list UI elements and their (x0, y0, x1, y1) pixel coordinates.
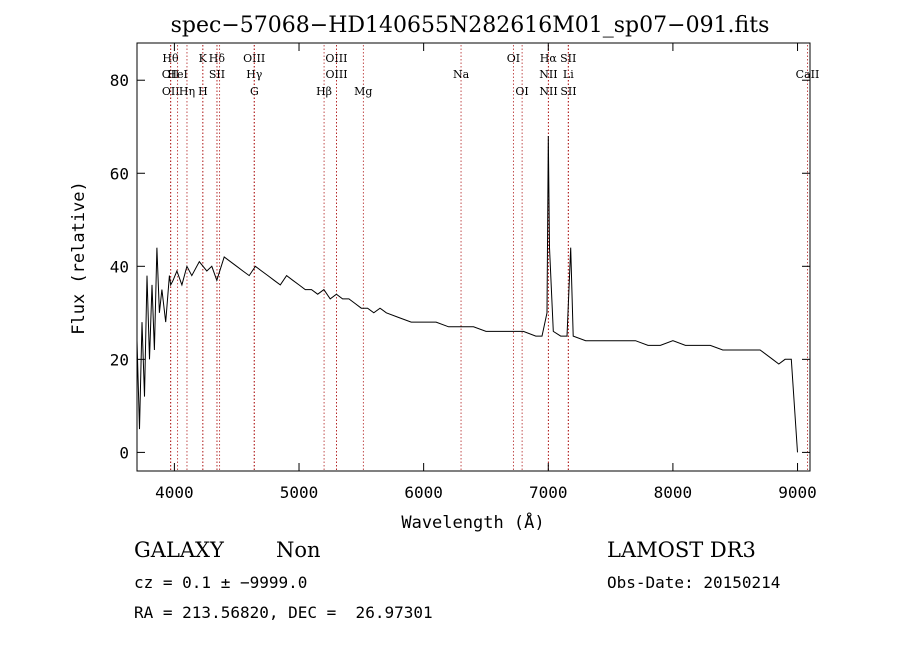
line-marker-label: H (198, 85, 208, 98)
axis-ticks: 4000 5000 6000 7000 8000 9000 0 20 40 60 80 (110, 43, 817, 502)
redshift-cz: cz = 0.1 ± −9999.0 (134, 573, 308, 592)
line-marker-label: SII (209, 68, 225, 81)
x-tick-label: 6000 (404, 483, 443, 502)
chart-title: spec−57068−HD140655N282616M01_sp07−091.f… (171, 13, 770, 38)
x-tick-label: 4000 (155, 483, 194, 502)
spectrum-line (136, 135, 798, 453)
line-marker-label: Mg (354, 85, 372, 98)
coordinates: RA = 213.56820, DEC = 26.97301 (134, 603, 433, 622)
line-marker-label: SII (560, 52, 576, 65)
observation-date: Obs-Date: 20150214 (607, 573, 781, 592)
line-marker-label: Hθ (162, 52, 179, 65)
y-axis-label: Flux (relative) (69, 181, 89, 335)
line-marker-label: SII (560, 85, 576, 98)
x-tick-label: 7000 (529, 483, 568, 502)
line-marker-label: OIII (325, 52, 347, 65)
line-marker-label: OII (162, 85, 180, 98)
x-tick-label: 8000 (654, 483, 693, 502)
line-marker-label: Hβ (316, 85, 332, 98)
line-marker-label: CaII (796, 68, 820, 81)
x-tick-label: 5000 (280, 483, 319, 502)
plot-frame (136, 42, 811, 472)
line-marker-label: Hη (179, 85, 195, 98)
line-marker-label: G (250, 85, 259, 98)
line-marker-label: K (199, 52, 208, 65)
y-tick-label: 60 (110, 164, 129, 183)
line-marker-label: OIII (243, 52, 265, 65)
line-marker-label: HeI (167, 68, 187, 81)
y-tick-label: 40 (110, 257, 129, 276)
line-marker-label: Hα (540, 52, 558, 65)
line-marker-label: NII (539, 85, 557, 98)
x-tick-label: 9000 (778, 483, 817, 502)
line-marker-label: OIII (326, 68, 348, 81)
y-tick-label: 20 (110, 350, 129, 369)
survey-name: LAMOST DR3 (607, 538, 756, 562)
line-marker-label: Hδ (209, 52, 226, 65)
line-marker-label: OI (507, 52, 520, 65)
x-axis-label: Wavelength (Å) (401, 511, 544, 533)
line-marker-label: Na (453, 68, 470, 81)
line-marker-label: OI (515, 85, 528, 98)
y-tick-label: 0 (119, 443, 129, 462)
y-tick-label: 80 (110, 71, 129, 90)
object-subclass: Non (276, 538, 321, 562)
object-class: GALAXY (134, 538, 224, 562)
